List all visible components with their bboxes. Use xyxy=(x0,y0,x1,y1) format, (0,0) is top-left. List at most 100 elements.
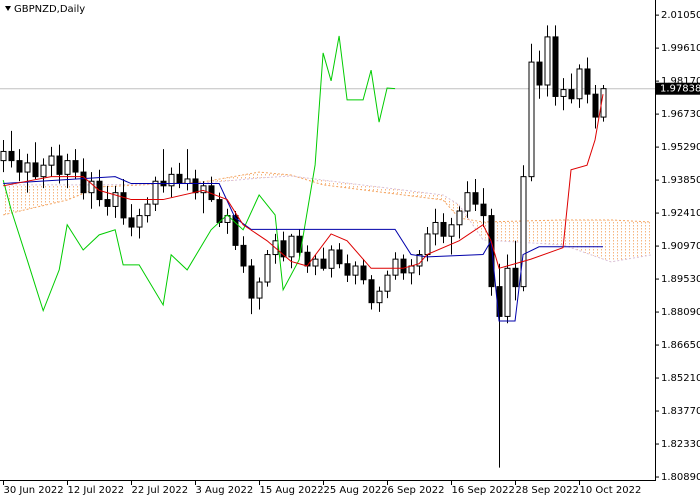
candle-body xyxy=(432,221,439,235)
candle-body xyxy=(568,89,575,100)
candle-body xyxy=(248,265,255,299)
current-price-box xyxy=(656,82,700,95)
candle-body xyxy=(456,210,463,226)
y-tick-label: 1.90970 xyxy=(661,241,700,252)
y-tick-label: 1.98170 xyxy=(661,76,700,87)
candle-body xyxy=(536,61,543,86)
candle-body xyxy=(16,160,23,173)
candle-body xyxy=(232,215,239,246)
candle-body xyxy=(576,68,583,100)
candle-body xyxy=(592,93,599,118)
candle-body xyxy=(376,290,383,304)
candle-body xyxy=(400,258,407,274)
candle-body xyxy=(136,215,143,228)
candle-body xyxy=(504,267,511,317)
candle-body xyxy=(336,249,343,265)
candle-body xyxy=(0,150,7,162)
candle-body xyxy=(72,160,79,173)
y-tick-label: 1.89530 xyxy=(661,274,700,285)
candle-body xyxy=(88,180,95,194)
candle-body xyxy=(64,160,71,175)
y-tick-label: 1.92410 xyxy=(661,208,700,219)
y-tick-label: 1.93850 xyxy=(661,175,700,186)
chart-title: GBPNZD,Daily xyxy=(14,4,85,15)
candle-body xyxy=(104,199,111,207)
y-tick-label: 2.01050 xyxy=(661,10,700,21)
candle-body xyxy=(384,274,391,292)
candle-body xyxy=(520,176,527,288)
candle-body xyxy=(184,178,191,185)
candle-body xyxy=(344,263,351,276)
candle-body xyxy=(488,215,495,288)
indicator-line xyxy=(3,94,604,269)
candle-body xyxy=(152,180,159,205)
y-tick-label: 1.88090 xyxy=(661,307,700,318)
candle-body xyxy=(512,267,519,288)
candle-body xyxy=(56,155,63,175)
candle-body xyxy=(328,249,335,269)
y-tick-label: 1.82330 xyxy=(661,439,700,450)
candle-body xyxy=(120,192,127,219)
x-tick-label: 6 Sep 2022 xyxy=(388,485,445,496)
candle-body xyxy=(544,36,551,86)
candle-body xyxy=(80,171,87,194)
candle-body xyxy=(584,68,591,95)
y-tick-label: 1.95290 xyxy=(661,142,700,153)
candle-body xyxy=(480,203,487,217)
candle-body xyxy=(352,265,359,276)
candle-body xyxy=(128,217,135,228)
x-tick-label: 12 Jul 2022 xyxy=(68,485,125,496)
candle-body xyxy=(144,203,151,217)
current-price-label: 1.97838 xyxy=(660,84,700,95)
x-tick-label: 30 Jun 2022 xyxy=(4,485,64,496)
x-tick-label: 16 Sep 2022 xyxy=(452,485,515,496)
x-tick-label: 25 Aug 2022 xyxy=(324,485,388,496)
y-tick-label: 1.80890 xyxy=(661,472,700,483)
y-tick-label: 1.96730 xyxy=(661,109,700,120)
candle-body xyxy=(48,155,55,166)
x-tick-label: 3 Aug 2022 xyxy=(196,485,254,496)
candle-body xyxy=(280,240,287,258)
candle-body xyxy=(176,173,183,185)
candle-body xyxy=(40,164,47,178)
x-tick-label: 22 Jul 2022 xyxy=(132,485,189,496)
candle-body xyxy=(200,185,207,194)
candle-body xyxy=(360,265,367,281)
candle-body xyxy=(256,281,263,299)
candle-body xyxy=(392,258,399,276)
candle-body xyxy=(168,173,175,187)
candle-body xyxy=(528,61,535,178)
candle-body xyxy=(192,178,199,194)
candle-body xyxy=(560,89,567,97)
candle-body xyxy=(464,192,471,212)
candle-body xyxy=(368,279,375,304)
candle-body xyxy=(552,36,559,97)
y-tick-label: 1.85210 xyxy=(661,373,700,384)
title-icon xyxy=(5,6,11,11)
candle-body xyxy=(448,224,455,237)
x-tick-label: 10 Oct 2022 xyxy=(580,485,642,496)
candle-body xyxy=(240,244,247,267)
candle-body xyxy=(472,192,479,205)
cloud-span xyxy=(3,175,652,263)
candle-body xyxy=(264,254,271,283)
x-tick-label: 28 Sep 2022 xyxy=(516,485,579,496)
candle-body xyxy=(408,265,415,274)
candle-body xyxy=(440,221,447,237)
candle-body xyxy=(424,233,431,256)
y-tick-label: 1.86650 xyxy=(661,340,700,351)
candle-body xyxy=(24,162,31,173)
y-tick-label: 1.83770 xyxy=(661,406,700,417)
candle-body xyxy=(216,199,223,223)
candle-body xyxy=(8,150,15,162)
indicator-line xyxy=(3,176,604,322)
y-tick-label: 1.99610 xyxy=(661,43,700,54)
candle-body xyxy=(112,192,119,207)
x-tick-label: 15 Aug 2022 xyxy=(260,485,324,496)
candle-body xyxy=(32,162,39,178)
indicator-line xyxy=(2,35,396,313)
candle-body xyxy=(288,235,295,258)
candle-body xyxy=(320,258,327,269)
candle-body xyxy=(312,258,319,267)
